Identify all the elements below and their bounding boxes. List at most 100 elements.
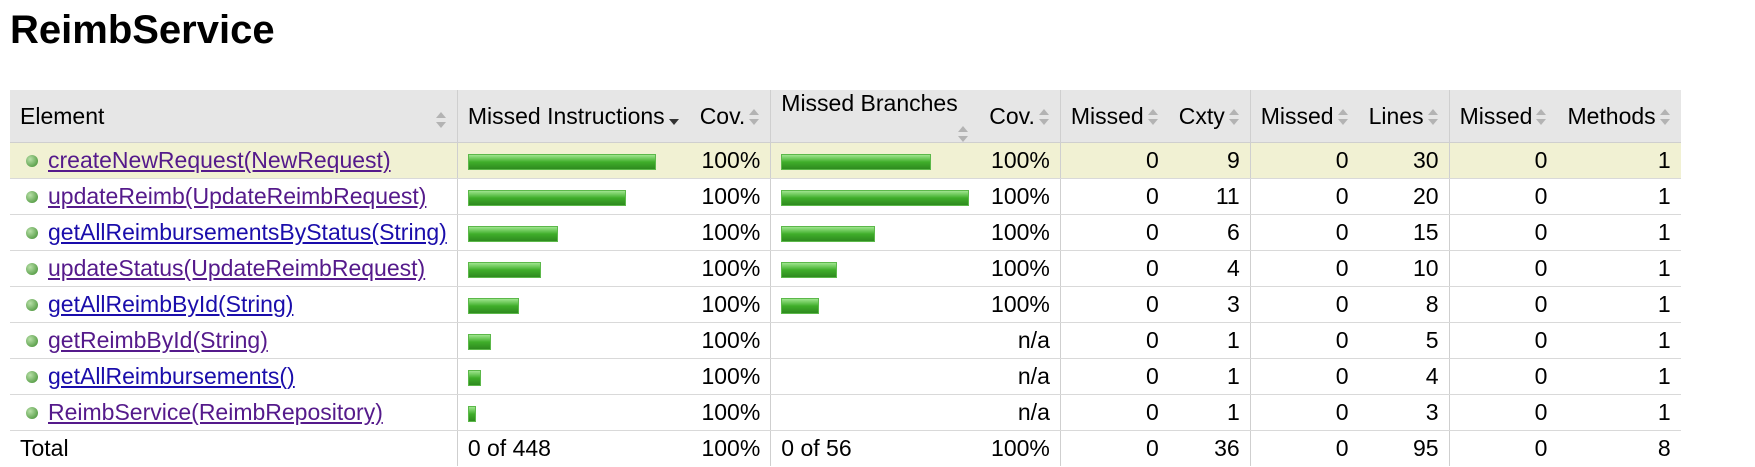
total-instructions-cov: 100% xyxy=(701,435,761,461)
method-coverage-icon xyxy=(26,226,38,239)
methods-cell: 1 xyxy=(1557,394,1681,431)
instructions-coverage-bar xyxy=(467,153,656,170)
branches-cov-cell: n/a xyxy=(979,322,1061,359)
sort-icon xyxy=(958,126,969,142)
sort-icon xyxy=(1427,109,1439,126)
header-missed-branches[interactable]: Missed Branches xyxy=(770,90,980,143)
missed-lines-cell: 0 xyxy=(1249,394,1359,431)
missed-lines-cell: 0 xyxy=(1249,322,1359,359)
instructions-coverage-bar xyxy=(467,261,541,278)
header-missed-methods[interactable]: Missed xyxy=(1448,90,1558,143)
lines-cell: 30 xyxy=(1358,142,1450,179)
total-cxty: 36 xyxy=(1214,435,1240,461)
missed-cxty-cell: 0 xyxy=(1059,322,1169,359)
missed-lines-cell: 0 xyxy=(1249,178,1359,215)
methods-cell: 1 xyxy=(1557,214,1681,251)
branches-coverage-bar xyxy=(781,153,932,170)
method-link[interactable]: createNewRequest(NewRequest) xyxy=(48,147,391,173)
method-link[interactable]: getReimbById(String) xyxy=(48,327,268,353)
element-cell: getAllReimbById(String) xyxy=(10,286,458,323)
header-cov-label: Cov. xyxy=(699,102,746,129)
missed-branches-cell xyxy=(770,286,980,323)
header-methods[interactable]: Methods xyxy=(1557,90,1681,143)
missed-methods-cell: 0 xyxy=(1448,358,1558,395)
method-coverage-icon xyxy=(26,334,38,347)
method-coverage-icon xyxy=(26,154,38,167)
table-header: Element Missed Instructions Cov. Missed … xyxy=(10,90,1681,143)
header-methods-label: Methods xyxy=(1567,102,1656,129)
table-footer: Total 0 of 448 100% 0 of 56 100% 0 36 0 … xyxy=(10,430,1681,466)
method-link[interactable]: ReimbService(ReimbRepository) xyxy=(48,399,383,425)
header-cxty[interactable]: Cxty xyxy=(1168,90,1251,143)
method-coverage-icon xyxy=(26,406,38,419)
sort-icon xyxy=(1536,109,1547,126)
cxty-cell: 11 xyxy=(1168,178,1251,215)
method-link[interactable]: updateReimb(UpdateReimbRequest) xyxy=(48,183,427,209)
instructions-coverage-bar xyxy=(467,405,476,422)
method-link[interactable]: getAllReimbById(String) xyxy=(48,291,294,317)
missed-methods-cell: 0 xyxy=(1448,142,1558,179)
branches-cov-cell: n/a xyxy=(979,358,1061,395)
missed-lines-cell: 0 xyxy=(1249,286,1359,323)
lines-cell: 20 xyxy=(1358,178,1450,215)
method-link[interactable]: getAllReimbursements() xyxy=(48,363,295,389)
cxty-cell: 1 xyxy=(1168,358,1251,395)
missed-methods-cell: 0 xyxy=(1448,394,1558,431)
method-coverage-icon xyxy=(26,190,38,203)
header-missed-lines[interactable]: Missed xyxy=(1249,90,1359,143)
instructions-cov-cell: 100% xyxy=(689,250,771,287)
method-link[interactable]: updateStatus(UpdateReimbRequest) xyxy=(48,255,426,281)
total-lines: 95 xyxy=(1412,435,1439,461)
method-link[interactable]: getAllReimbursementsByStatus(String) xyxy=(48,219,447,245)
element-cell: updateReimb(UpdateReimbRequest) xyxy=(10,178,458,215)
header-missed-instructions-label: Missed Instructions xyxy=(467,102,665,129)
missed-methods-cell: 0 xyxy=(1448,322,1558,359)
instructions-coverage-bar xyxy=(467,189,626,206)
missed-cxty-cell: 0 xyxy=(1059,250,1169,287)
instructions-coverage-bar xyxy=(467,369,481,386)
header-missed-instructions[interactable]: Missed Instructions xyxy=(456,90,690,143)
header-lines[interactable]: Lines xyxy=(1358,90,1450,143)
missed-instructions-cell xyxy=(456,178,690,215)
missed-branches-cell xyxy=(770,250,980,287)
element-cell: getAllReimbursements() xyxy=(10,358,458,395)
cxty-cell: 6 xyxy=(1168,214,1251,251)
missed-branches-cell xyxy=(770,178,980,215)
branches-cov-cell: 100% xyxy=(979,142,1061,179)
total-methods: 8 xyxy=(1657,435,1671,461)
header-element[interactable]: Element xyxy=(10,90,458,143)
sort-icon xyxy=(1147,109,1159,126)
header-lines-label: Lines xyxy=(1368,102,1424,129)
lines-cell: 5 xyxy=(1358,322,1450,359)
element-cell: getReimbById(String) xyxy=(10,322,458,359)
instructions-cov-cell: 100% xyxy=(689,322,771,359)
branches-coverage-bar xyxy=(781,189,970,206)
method-coverage-icon xyxy=(26,262,38,275)
header-instructions-cov[interactable]: Cov. xyxy=(689,90,771,143)
header-missed-cxty[interactable]: Missed xyxy=(1059,90,1169,143)
branches-coverage-bar xyxy=(781,297,820,314)
table-row: getAllReimbursements() 100% n/a 0 1 0 4 0 1 xyxy=(10,358,1681,395)
missed-cxty-cell: 0 xyxy=(1059,394,1169,431)
header-branches-cov[interactable]: Cov. xyxy=(979,90,1061,143)
lines-cell: 8 xyxy=(1358,286,1450,323)
total-branches-cov: 100% xyxy=(991,435,1050,461)
method-coverage-icon xyxy=(26,370,38,383)
cxty-cell: 3 xyxy=(1168,286,1251,323)
branches-cov-cell: 100% xyxy=(979,178,1061,215)
methods-cell: 1 xyxy=(1557,142,1681,179)
missed-lines-cell: 0 xyxy=(1249,358,1359,395)
instructions-coverage-bar xyxy=(467,297,519,314)
table-row: ReimbService(ReimbRepository) 100% n/a 0 1 0 3… xyxy=(10,394,1681,431)
header-cov-label: Cov. xyxy=(989,102,1035,129)
table-row: updateReimb(UpdateReimbRequest) 100% 100% 0… xyxy=(10,178,1681,215)
sort-icon xyxy=(1228,109,1240,126)
branches-cov-cell: n/a xyxy=(979,394,1061,431)
lines-cell: 10 xyxy=(1358,250,1450,287)
sort-icon xyxy=(749,109,760,126)
missed-branches-cell xyxy=(770,394,980,431)
instructions-coverage-bar xyxy=(467,333,491,350)
page-title: ReimbService xyxy=(10,8,275,52)
missed-lines-cell: 0 xyxy=(1249,250,1359,287)
missed-methods-cell: 0 xyxy=(1448,178,1558,215)
